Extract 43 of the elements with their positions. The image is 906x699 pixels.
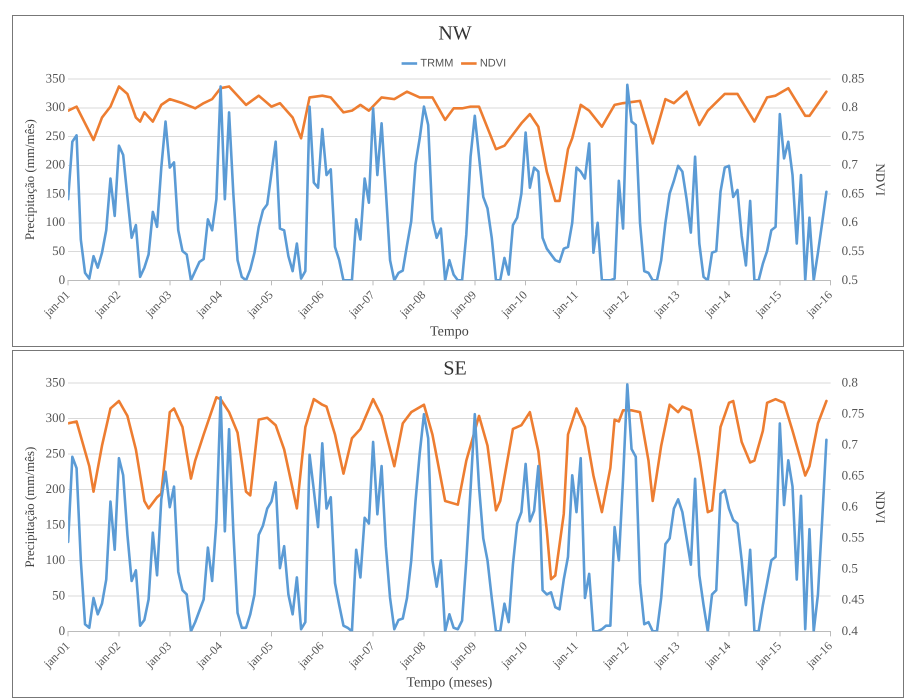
y2-tick-label: 0.55 — [842, 243, 864, 258]
y2-tick-label: 0.65 — [842, 468, 864, 483]
chart-title: SE — [443, 357, 467, 380]
y2-tick-label: 0.75 — [842, 405, 864, 420]
y-tick-label: 100 — [46, 552, 66, 567]
legend-label: NDVI — [480, 58, 506, 70]
y-tick-label: 300 — [46, 410, 66, 425]
y2-tick-label: 0.5 — [842, 272, 858, 287]
legend-label: TRMM — [420, 58, 454, 70]
y-tick-label: 0 — [58, 622, 66, 638]
y2-tick-label: 0.45 — [842, 592, 864, 607]
y2-axis-title: NDVI — [872, 490, 888, 524]
y-tick-label: 350 — [46, 374, 66, 390]
y2-tick-label: 0.75 — [842, 128, 864, 143]
y2-tick-label: 0.8 — [842, 99, 858, 114]
y-tick-label: 300 — [46, 99, 66, 114]
chart-title: NW — [438, 22, 472, 44]
y-tick-label: 150 — [46, 516, 66, 532]
y-tick-label: 250 — [46, 445, 66, 460]
y-tick-label: 250 — [46, 128, 66, 143]
x-axis-title: Tempo — [430, 324, 469, 340]
y2-tick-label: 0.6 — [842, 498, 858, 514]
y-tick-label: 100 — [46, 214, 66, 230]
y2-tick-label: 0.7 — [842, 156, 858, 172]
y2-tick-label: 0.7 — [842, 436, 858, 452]
y-axis-title: Precipitação (mm/mês) — [22, 119, 38, 240]
y2-axis-title: NDVI — [872, 163, 888, 196]
y-tick-label: 0 — [58, 272, 66, 287]
y2-tick-label: 0.55 — [842, 530, 864, 545]
y-axis-title: Precipitação (mm/mês) — [22, 446, 38, 568]
y-tick-label: 200 — [46, 480, 66, 496]
y-tick-label: 150 — [46, 185, 66, 200]
y2-tick-label: 0.85 — [842, 70, 864, 86]
y-tick-label: 200 — [46, 156, 66, 172]
y-tick-label: 50 — [52, 243, 66, 258]
y2-tick-label: 0.65 — [842, 185, 864, 200]
y2-tick-label: 0.5 — [842, 560, 858, 576]
y2-tick-label: 0.6 — [842, 214, 858, 230]
y-tick-label: 50 — [52, 587, 66, 602]
y2-tick-label: 0.8 — [842, 374, 858, 390]
x-axis-title: Tempo (meses) — [406, 675, 493, 690]
y-tick-label: 350 — [46, 70, 66, 86]
y2-tick-label: 0.4 — [842, 622, 858, 638]
